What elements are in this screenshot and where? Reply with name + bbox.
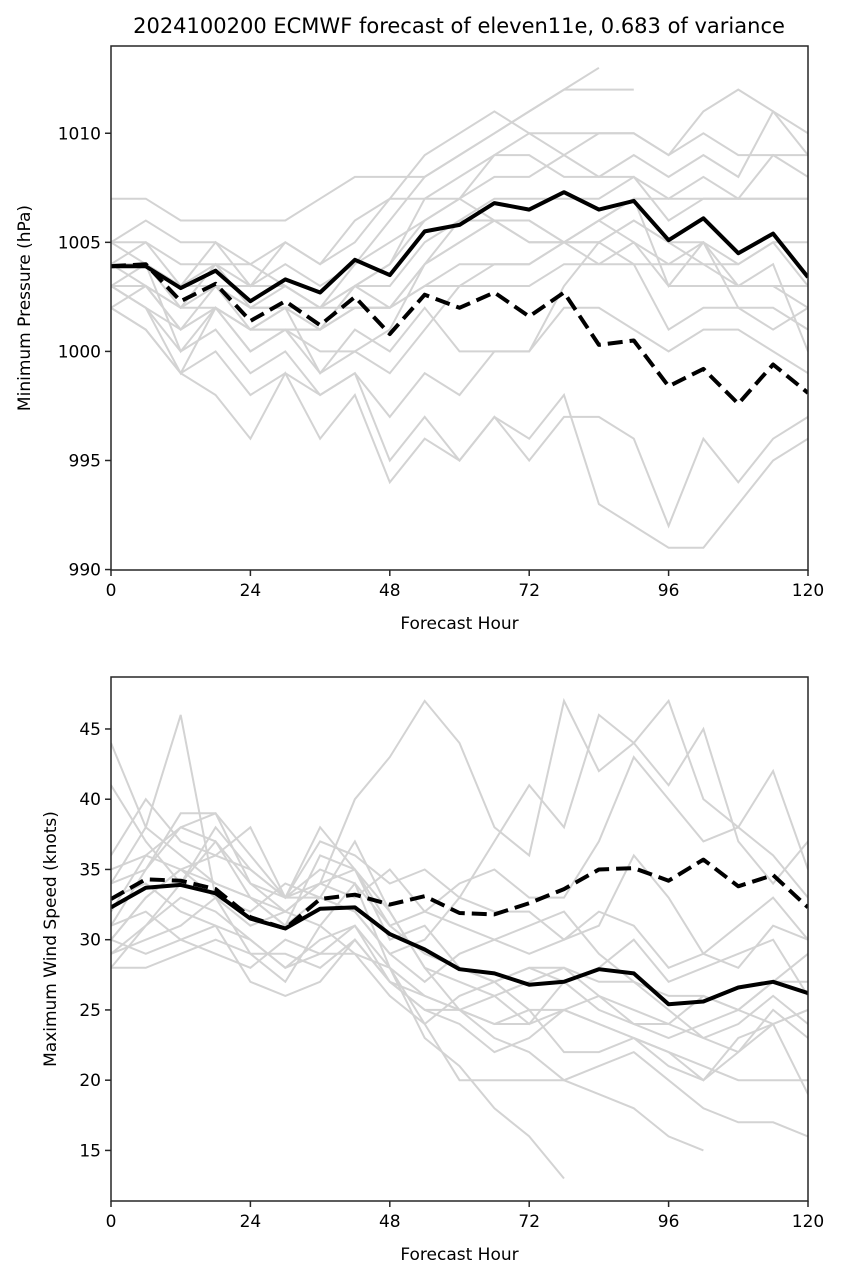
wind-x-tick-label: 48 (379, 1212, 401, 1232)
pressure-x-ticks: 0 24 48 72 96 120 (106, 570, 824, 601)
wind-member-line-10 (111, 854, 808, 1026)
wind-x-tick-label: 0 (106, 1212, 117, 1232)
wind-y-tick-label: 35 (79, 860, 101, 880)
wind-x-tick-label: 120 (792, 1212, 824, 1232)
wind-member-line-9 (111, 896, 565, 1180)
wind-y-tick-label: 15 (79, 1141, 101, 1161)
pressure-y-tick-label: 1010 (58, 124, 101, 144)
pressure-member-line-16 (111, 285, 808, 376)
pressure-member-line-3 (111, 132, 808, 288)
wind-member-line-16 (111, 938, 808, 1082)
wind-member-line-15 (111, 812, 808, 1025)
pressure-y-axis-label: Minimum Pressure (hPa) (15, 205, 35, 411)
pressure-x-tick-label: 24 (240, 581, 262, 601)
pressure-series-lines (111, 190, 808, 406)
pressure-panel: 0 24 48 72 96 120 990 995 1000 1005 1010 Forecast… (15, 45, 824, 634)
pressure-member-line-1 (111, 88, 808, 266)
wind-solid-line (111, 882, 808, 1007)
pressure-y-tick-label: 995 (69, 451, 101, 471)
wind-y-ticks: 15 20 25 30 35 40 45 (79, 720, 111, 1161)
pressure-member-line-13 (111, 240, 808, 419)
pressure-member-line-4 (111, 109, 808, 310)
wind-dashed-line (111, 857, 808, 931)
wind-y-tick-label: 30 (79, 931, 101, 951)
wind-member-line-8 (111, 882, 808, 1040)
wind-member-line-4 (111, 854, 808, 1012)
pressure-dashed-line (111, 262, 808, 406)
pressure-x-tick-label: 48 (379, 581, 401, 601)
wind-x-axis-label: Forecast Hour (400, 1245, 518, 1265)
pressure-y-ticks: 990 995 1000 1005 1010 (58, 124, 111, 581)
chart-title: 2024100200 ECMWF forecast of eleven11e, … (133, 14, 785, 38)
wind-x-tick-label: 96 (658, 1212, 680, 1232)
pressure-y-tick-label: 1005 (58, 233, 101, 253)
pressure-x-tick-label: 72 (518, 581, 540, 601)
pressure-y-tick-label: 1000 (58, 342, 101, 362)
wind-y-tick-label: 20 (79, 1071, 101, 1091)
pressure-x-tick-label: 120 (792, 581, 824, 601)
wind-y-tick-label: 40 (79, 790, 101, 810)
wind-member-line-13 (111, 826, 808, 984)
wind-member-line-11 (111, 910, 808, 1082)
wind-x-tick-label: 72 (518, 1212, 540, 1232)
pressure-y-tick-label: 990 (69, 561, 101, 581)
pressure-member-line-14 (111, 306, 808, 549)
pressure-x-axis-label: Forecast Hour (400, 614, 518, 634)
pressure-member-line-12 (111, 197, 808, 376)
pressure-plot-frame (110, 45, 809, 571)
pressure-member-lines (111, 66, 808, 549)
pressure-member-line-0 (111, 66, 600, 222)
wind-series-lines (111, 857, 808, 1007)
pressure-member-line-2 (111, 88, 634, 288)
wind-y-axis-label: Maximum Wind Speed (knots) (41, 811, 61, 1067)
wind-panel: 0 24 48 72 96 120 15 20 25 30 35 40 45 Forecast Hou… (41, 676, 824, 1265)
pressure-member-line-15 (111, 306, 808, 529)
pressure-x-tick-label: 96 (658, 581, 680, 601)
wind-member-line-7 (111, 868, 808, 1138)
wind-x-ticks: 0 24 48 72 96 120 (106, 1201, 824, 1232)
wind-member-line-5 (111, 812, 808, 1082)
wind-y-tick-label: 45 (79, 720, 101, 740)
wind-member-line-12 (111, 896, 808, 1054)
wind-x-tick-label: 24 (240, 1212, 262, 1232)
wind-y-tick-label: 25 (79, 1001, 101, 1021)
pressure-x-tick-label: 0 (106, 581, 117, 601)
wind-member-lines (111, 697, 808, 1180)
pressure-solid-line (111, 190, 808, 304)
wind-member-line-2 (111, 755, 808, 927)
pressure-member-line-10 (111, 197, 808, 309)
